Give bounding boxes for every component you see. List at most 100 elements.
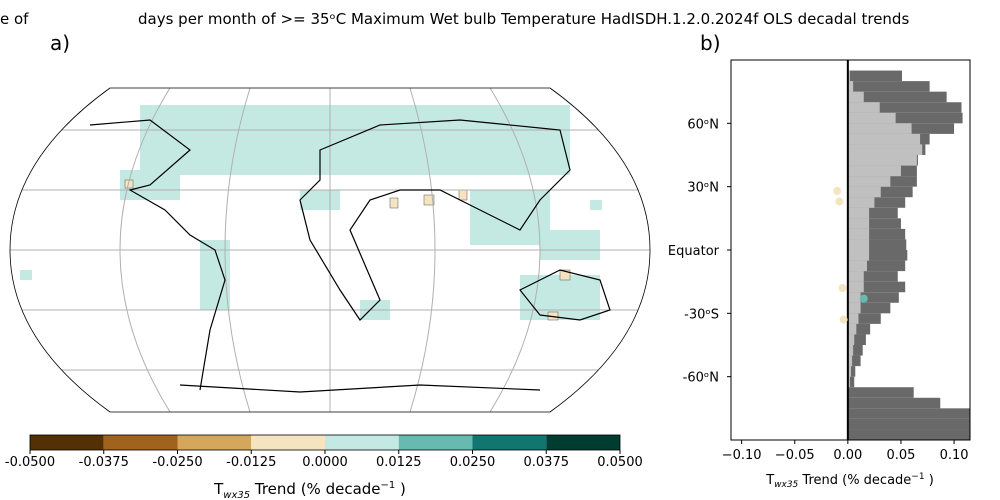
bar: [847, 366, 856, 377]
map-cells: [124, 179, 571, 321]
map: [10, 88, 650, 412]
tick-label: -0.0500: [5, 455, 55, 470]
bar: [847, 207, 870, 219]
bar: [847, 260, 906, 272]
label-part: −1: [381, 480, 396, 491]
y-tick-label: 60ᵒN: [687, 117, 719, 132]
x-tick-label: −0.10: [722, 448, 762, 463]
bar: [847, 376, 855, 388]
bar: [847, 334, 866, 345]
tick-label: 0.0250: [450, 455, 496, 470]
colorbar-segment: [325, 435, 399, 450]
label-part: wx35: [774, 480, 798, 490]
x-axis-label: Twx35 Trend (% decade−1 ): [765, 472, 934, 490]
panel-label: b): [700, 31, 721, 55]
bar: [847, 186, 881, 198]
tick-label: -0.0125: [226, 455, 276, 470]
bar: [847, 70, 850, 82]
colorbar: -0.0500 -0.0375 -0.0250 -0.0125 0.0000 0.0125…: [5, 434, 643, 470]
bar: [847, 302, 891, 314]
map-frame: [9, 87, 651, 413]
y-tick-label: 30ᵒN: [687, 181, 719, 196]
graticule: [10, 88, 650, 412]
bar: [847, 418, 970, 430]
colorbar-label: Twx35 Trend (% decade−1 ): [213, 480, 406, 500]
tick-label: 0.0125: [376, 455, 422, 470]
colorbar-segment: [103, 435, 178, 450]
y-tick-label: -60ᵒN: [683, 371, 719, 386]
tick-label: -0.0375: [79, 455, 129, 470]
bar: [847, 334, 855, 345]
tick-label: 0.0000: [302, 455, 348, 470]
bar: [847, 355, 861, 367]
bar: [847, 323, 857, 335]
bar: [847, 281, 864, 293]
bar: [847, 376, 850, 388]
point: [833, 186, 842, 195]
bar: [847, 102, 880, 113]
bar: [847, 397, 941, 409]
colorbar-segment: [30, 435, 104, 450]
x-tick-label: 0.05: [886, 448, 915, 463]
point: [839, 315, 848, 324]
bar: [847, 271, 898, 282]
label-part: Trend (% decade: [798, 473, 911, 488]
bar: [847, 239, 907, 250]
bar: [847, 112, 963, 124]
cut-title: e of: [0, 10, 29, 28]
bar: [847, 155, 917, 166]
bar: [847, 387, 914, 398]
bar: [847, 292, 899, 303]
point: [859, 294, 868, 303]
map-cells: [20, 105, 602, 320]
bar: [847, 81, 854, 92]
tick-label: -0.0250: [152, 455, 202, 470]
x-tick-label: 0.00: [833, 448, 862, 463]
colorbar-segment: [472, 435, 547, 450]
bar: [847, 207, 898, 219]
bar: [847, 239, 870, 250]
bars: [847, 70, 970, 440]
bar: [847, 302, 861, 314]
label-part: wx35: [223, 490, 250, 500]
profile: −0.10 −0.05 0.00 0.05 0.10 60ᵒN 30ᵒN Equator -30…: [668, 59, 971, 463]
bar: [847, 102, 962, 113]
bar: [847, 81, 930, 92]
bar: [847, 260, 867, 272]
x-tick-label: −0.05: [775, 448, 815, 463]
bar: [847, 218, 901, 229]
colorbar-segment: [251, 435, 325, 450]
label-part: T: [765, 473, 774, 488]
bar: [847, 112, 896, 124]
bar: [847, 345, 854, 356]
label-part: −1: [911, 472, 924, 482]
bar: [847, 429, 970, 440]
bar: [847, 123, 912, 134]
bar: [847, 218, 870, 229]
colorbar-segment: [177, 435, 252, 450]
label-part: Trend (% decade: [250, 480, 380, 498]
tick-label: 0.0500: [597, 455, 643, 470]
point: [835, 197, 844, 206]
bar: [847, 408, 970, 419]
bar: [847, 323, 871, 335]
label-part: T: [213, 480, 224, 498]
colorbar-segment: [398, 435, 473, 450]
bar: [847, 271, 864, 282]
panel-label: a): [50, 31, 70, 55]
bar: [847, 144, 923, 155]
bar: [847, 250, 870, 261]
bar: [847, 228, 870, 240]
bar: [847, 355, 853, 367]
title: days per month of >= 35ᵒC Maximum Wet bu…: [138, 10, 909, 28]
bar: [847, 292, 861, 303]
bar: [847, 281, 906, 293]
bar: [847, 176, 891, 187]
bar: [847, 366, 852, 377]
bar: [847, 165, 901, 177]
colorbar-segment: [546, 435, 620, 450]
y-tick-label: Equator: [668, 244, 720, 259]
bar: [847, 313, 859, 324]
bar: [847, 197, 875, 208]
